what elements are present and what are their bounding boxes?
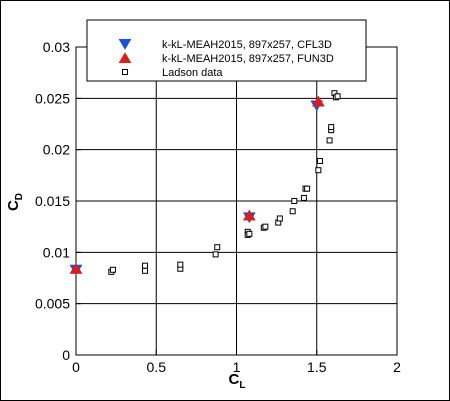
legend-entry-label: k-kL-MEAH2015, 897x257, FUN3D [162, 53, 334, 65]
x-axis-title: CL [229, 371, 246, 391]
data-point [289, 208, 296, 215]
legend-box [86, 19, 367, 82]
data-point [177, 261, 184, 268]
y-axis-title: CD [5, 193, 25, 211]
data-points [69, 90, 341, 276]
y-tick-label: 0.025 [35, 90, 70, 106]
data-point [316, 157, 323, 164]
data-point [291, 198, 298, 204]
data-point [69, 262, 83, 274]
y-tick-label: 0.015 [35, 193, 70, 209]
data-point [315, 167, 322, 174]
data-point [262, 223, 269, 230]
series-3 [73, 90, 341, 275]
data-point [242, 209, 256, 221]
y-tick-label: 0 [62, 347, 70, 363]
y-tick-labels: 0 0.005 0.01 0.015 0.02 0.025 0.03 [35, 39, 70, 363]
legend-entry-label: k-kL-MEAH2015, 897x257, CFL3D [162, 39, 332, 51]
data-point [212, 251, 219, 258]
x-tick-label: 2 [393, 359, 401, 375]
legend-marker [118, 38, 132, 50]
data-point [276, 215, 283, 222]
data-point [142, 267, 149, 274]
legend: k-kL-MEAH2015, 897x257, CFL3D k-kL-MEAH20… [86, 19, 367, 82]
y-tick-label: 0.03 [43, 39, 70, 55]
data-point [109, 266, 116, 273]
data-point [214, 244, 221, 251]
data-point [246, 230, 253, 237]
x-tick-label: 0 [72, 359, 80, 375]
series-2 [69, 95, 325, 274]
y-tick-label: 0.01 [43, 244, 70, 260]
series-1 [69, 100, 324, 276]
x-tick-label: 0.5 [147, 359, 167, 375]
legend-marker [118, 52, 132, 64]
legend-marker [122, 69, 128, 75]
y-tick-label: 0.02 [43, 142, 70, 158]
data-point [300, 194, 307, 201]
y-tick-label: 0.005 [35, 296, 70, 312]
legend-entry-label: Ladson data [162, 67, 223, 79]
x-tick-label: 1 [233, 359, 241, 375]
data-point [142, 262, 149, 269]
data-point [326, 137, 333, 144]
x-tick-label: 1.5 [307, 359, 327, 375]
data-point [328, 124, 335, 131]
data-point [334, 93, 341, 100]
grid [75, 46, 398, 356]
data-point [311, 95, 325, 107]
data-point [304, 185, 311, 192]
x-tick-labels: 0 0.5 1 1.5 2 [72, 359, 401, 375]
